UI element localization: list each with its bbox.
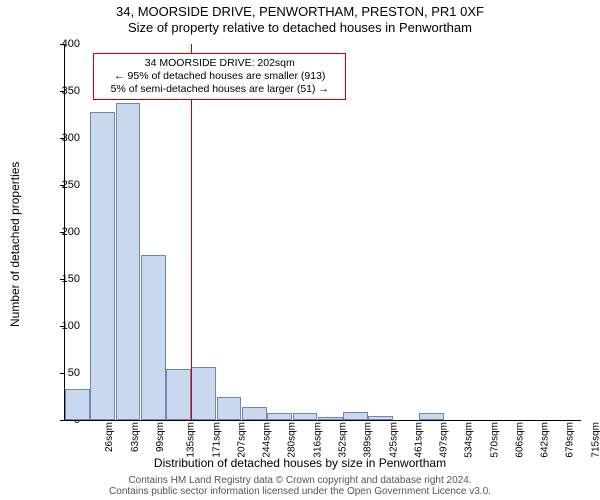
y-axis-title: Number of detached properties [8, 162, 22, 327]
x-tick-label: 425sqm [388, 422, 399, 458]
histogram-bar [293, 413, 318, 420]
x-tick-label: 461sqm [413, 422, 424, 458]
x-tick-label: 316sqm [312, 422, 323, 458]
histogram-bar [141, 255, 166, 420]
annotation-box: 34 MOORSIDE DRIVE: 202sqm ← 95% of detac… [93, 53, 346, 100]
annotation-line-2: ← 95% of detached houses are smaller (91… [100, 70, 339, 83]
annotation-line-3: 5% of semi-detached houses are larger (5… [100, 83, 339, 96]
histogram-bar [191, 367, 216, 420]
histogram-bar [368, 416, 393, 420]
x-tick-label: 606sqm [515, 422, 526, 458]
annotation-line-1: 34 MOORSIDE DRIVE: 202sqm [100, 57, 339, 70]
x-tick-label: 99sqm [155, 422, 166, 452]
x-axis-title: Distribution of detached houses by size … [0, 456, 600, 470]
x-tick-label: 207sqm [236, 422, 247, 458]
x-tick-label: 570sqm [489, 422, 500, 458]
attribution: Contains HM Land Registry data © Crown c… [0, 475, 600, 497]
x-tick-label: 715sqm [590, 422, 600, 458]
histogram-bar [116, 103, 141, 420]
x-tick-label: 352sqm [338, 422, 349, 458]
title-line-1: 34, MOORSIDE DRIVE, PENWORTHAM, PRESTON,… [0, 4, 600, 20]
chart-container: 34, MOORSIDE DRIVE, PENWORTHAM, PRESTON,… [0, 0, 600, 500]
x-tick-label: 26sqm [104, 422, 115, 452]
histogram-bar [419, 413, 444, 420]
x-tick-label: 171sqm [211, 422, 222, 458]
histogram-bar [90, 112, 115, 420]
plot-area: 34 MOORSIDE DRIVE: 202sqm ← 95% of detac… [64, 44, 581, 421]
histogram-bar [242, 407, 267, 420]
x-tick-label: 497sqm [439, 422, 450, 458]
histogram-bar [343, 412, 368, 420]
attribution-line-1: Contains HM Land Registry data © Crown c… [0, 475, 600, 486]
histogram-bar [318, 417, 343, 420]
attribution-line-2: Contains public sector information licen… [0, 486, 600, 497]
histogram-bar [217, 397, 242, 421]
x-tick-label: 280sqm [287, 422, 298, 458]
x-tick-label: 389sqm [363, 422, 374, 458]
x-tick-label: 642sqm [540, 422, 551, 458]
histogram-bar [65, 389, 90, 420]
x-tick-label: 135sqm [186, 422, 197, 458]
histogram-bar [267, 413, 292, 420]
histogram-bar [166, 369, 191, 420]
title-block: 34, MOORSIDE DRIVE, PENWORTHAM, PRESTON,… [0, 4, 600, 36]
x-tick-label: 679sqm [565, 422, 576, 458]
x-tick-label: 534sqm [464, 422, 475, 458]
x-tick-label: 63sqm [130, 422, 141, 452]
reference-line [191, 44, 192, 420]
x-tick-label: 244sqm [262, 422, 273, 458]
title-line-2: Size of property relative to detached ho… [0, 20, 600, 36]
